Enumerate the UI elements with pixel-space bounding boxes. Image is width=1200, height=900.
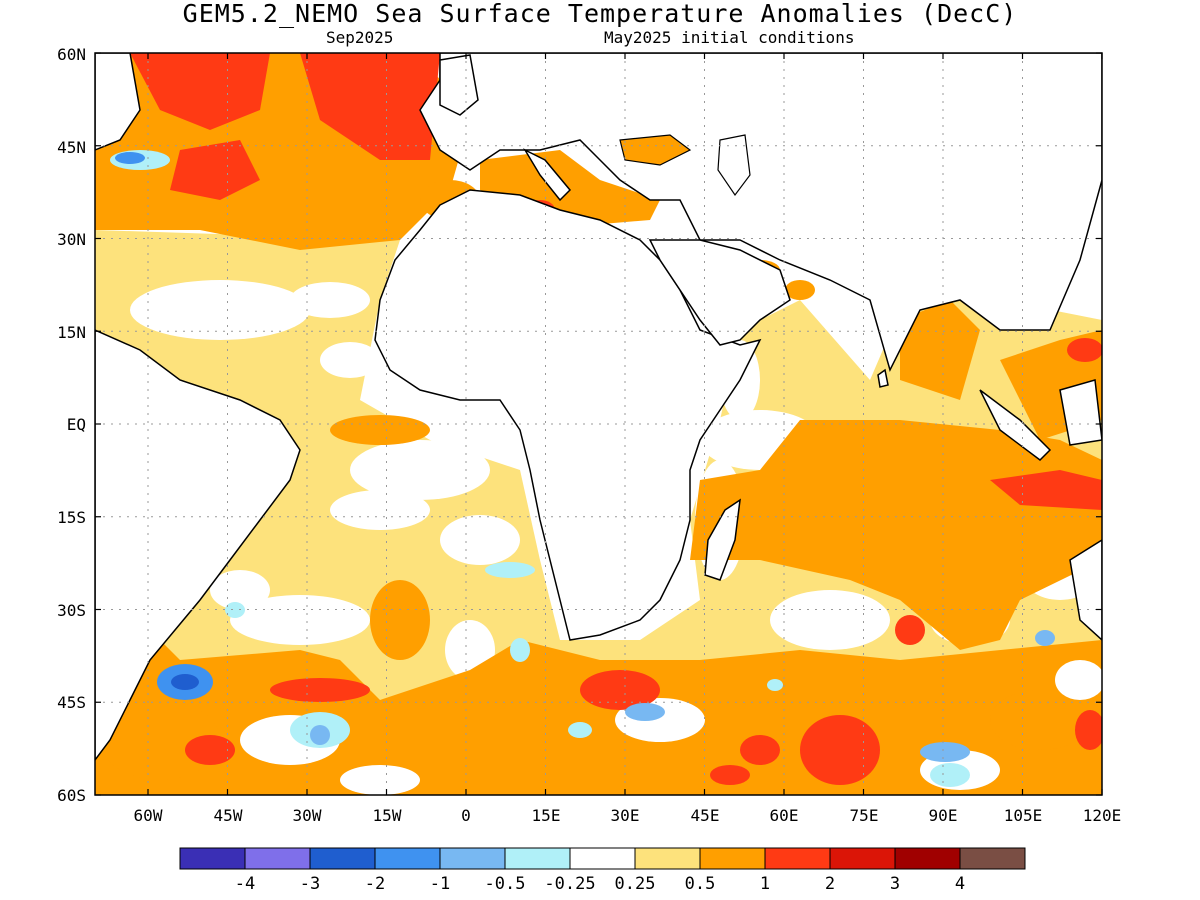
lat-label-45s: 45S	[57, 693, 86, 712]
lon-label-30e: 30E	[610, 806, 640, 825]
colorbar-label: -0.5	[484, 874, 526, 894]
colorbar-swatch	[179, 847, 246, 870]
colorbar-label: 4	[954, 874, 966, 894]
borneo	[1059, 379, 1102, 446]
lon-label-60w: 60W	[133, 806, 163, 825]
colorbar-label: 0.25	[614, 874, 656, 894]
lat-label-15n: 15N	[57, 323, 86, 342]
lon-label-105e: 105E	[1003, 806, 1043, 825]
lat-label-30n: 30N	[57, 230, 86, 249]
colorbar-swatch	[439, 847, 506, 870]
negative-anomalies	[110, 150, 1055, 787]
lon-label-75e: 75E	[849, 806, 879, 825]
colorbar-swatch	[244, 847, 311, 870]
colorbar-swatch	[764, 847, 831, 870]
colorbar-swatch	[634, 847, 701, 870]
lon-label-0: 0	[461, 806, 471, 825]
initial-conditions: May2025 initial conditions	[604, 28, 855, 47]
colorbar-swatch	[309, 847, 376, 870]
lon-label-45w: 45W	[213, 806, 243, 825]
british-isles	[439, 54, 479, 116]
australia	[1069, 539, 1102, 642]
lon-label-30w: 30W	[292, 806, 322, 825]
lat-label-60n: 60N	[57, 45, 86, 64]
colorbar-label: -3	[299, 874, 321, 894]
colorbar-swatch	[569, 847, 636, 870]
italy	[523, 148, 572, 202]
landmasses	[95, 53, 1102, 762]
sumatra	[979, 389, 1052, 461]
lon-label-90e: 90E	[928, 806, 958, 825]
colorbar-label: -1	[429, 874, 451, 894]
lon-label-120e: 120E	[1082, 806, 1122, 825]
lon-label-60e: 60E	[769, 806, 799, 825]
eurasia	[419, 53, 1102, 373]
colorbar-label: 1	[759, 874, 771, 894]
colorbar-label: 2	[824, 874, 836, 894]
axis-ticks	[95, 52, 1103, 796]
lat-label-15s: 15S	[57, 508, 86, 527]
sri-lanka	[877, 368, 889, 388]
forecast-month: Sep2025	[326, 28, 394, 47]
lat-label-30s: 30S	[57, 601, 86, 620]
colorbar-label: 3	[889, 874, 901, 894]
lon-label-45e: 45E	[690, 806, 720, 825]
lat-label-45n: 45N	[57, 138, 86, 157]
colorbar-label: -0.25	[544, 874, 596, 894]
colorbar-swatch	[504, 847, 571, 870]
africa	[374, 189, 762, 641]
colorbar-label: -4	[234, 874, 256, 894]
map-title: GEM5.2_NEMO Sea Surface Temperature Anom…	[182, 0, 1018, 28]
colorbar-label: 0.5	[684, 874, 716, 894]
lat-label-eq: EQ	[66, 415, 86, 434]
colorbar-swatch	[699, 847, 766, 870]
anomaly-1-2	[130, 53, 1102, 785]
madagascar	[704, 498, 741, 581]
lon-label-15w: 15W	[372, 806, 402, 825]
colorbar-swatch	[829, 847, 896, 870]
lon-label-15e: 15E	[531, 806, 561, 825]
colorbar-label: -2	[364, 874, 386, 894]
lat-label-60s: 60S	[57, 786, 86, 805]
colorbar-swatch	[894, 847, 961, 870]
anomaly-field	[95, 53, 1102, 795]
colorbar-swatch	[374, 847, 441, 870]
colorbar-swatch	[959, 847, 1026, 870]
north-america	[95, 53, 141, 151]
colorbar	[179, 847, 1026, 870]
arabia	[648, 239, 791, 346]
south-america	[95, 329, 301, 762]
inland-seas	[619, 134, 751, 197]
